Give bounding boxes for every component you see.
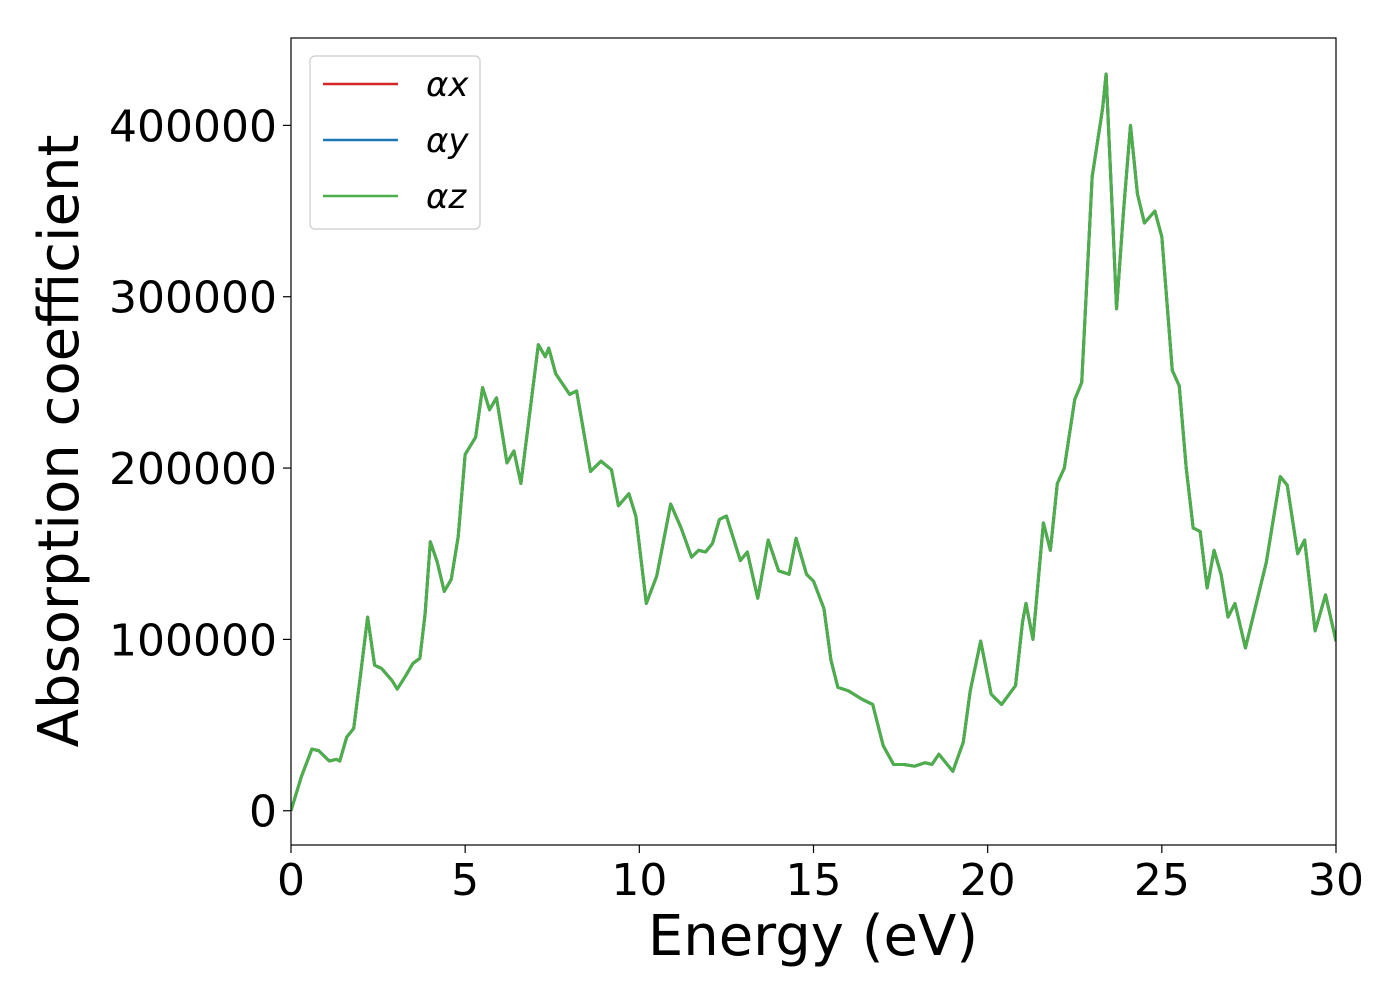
plot-frame [290,37,1337,846]
y-tick-label: 300000 [109,273,277,324]
y-tick-label: 400000 [109,101,277,152]
series-line [291,72,1336,812]
y-tick-label: 0 [249,787,277,838]
x-tick-label: 25 [1134,855,1190,906]
x-tick-label: 5 [451,855,479,906]
legend-box [309,55,481,230]
x-tick-label: 0 [277,855,305,906]
x-tick-label: 15 [786,855,842,906]
x-tick-label: 20 [960,855,1016,906]
y-axis-label: Absorption coefficient [27,135,92,748]
legend-label: αz [426,177,467,217]
legend-label: αy [426,121,469,161]
x-tick-label: 10 [611,855,667,906]
y-tick-label: 100000 [109,615,277,666]
x-tick-label: 30 [1308,855,1364,906]
legend-label: αx [426,65,469,105]
x-axis-label: Energy (eV) [648,904,978,969]
y-tick-label: 200000 [109,444,277,495]
